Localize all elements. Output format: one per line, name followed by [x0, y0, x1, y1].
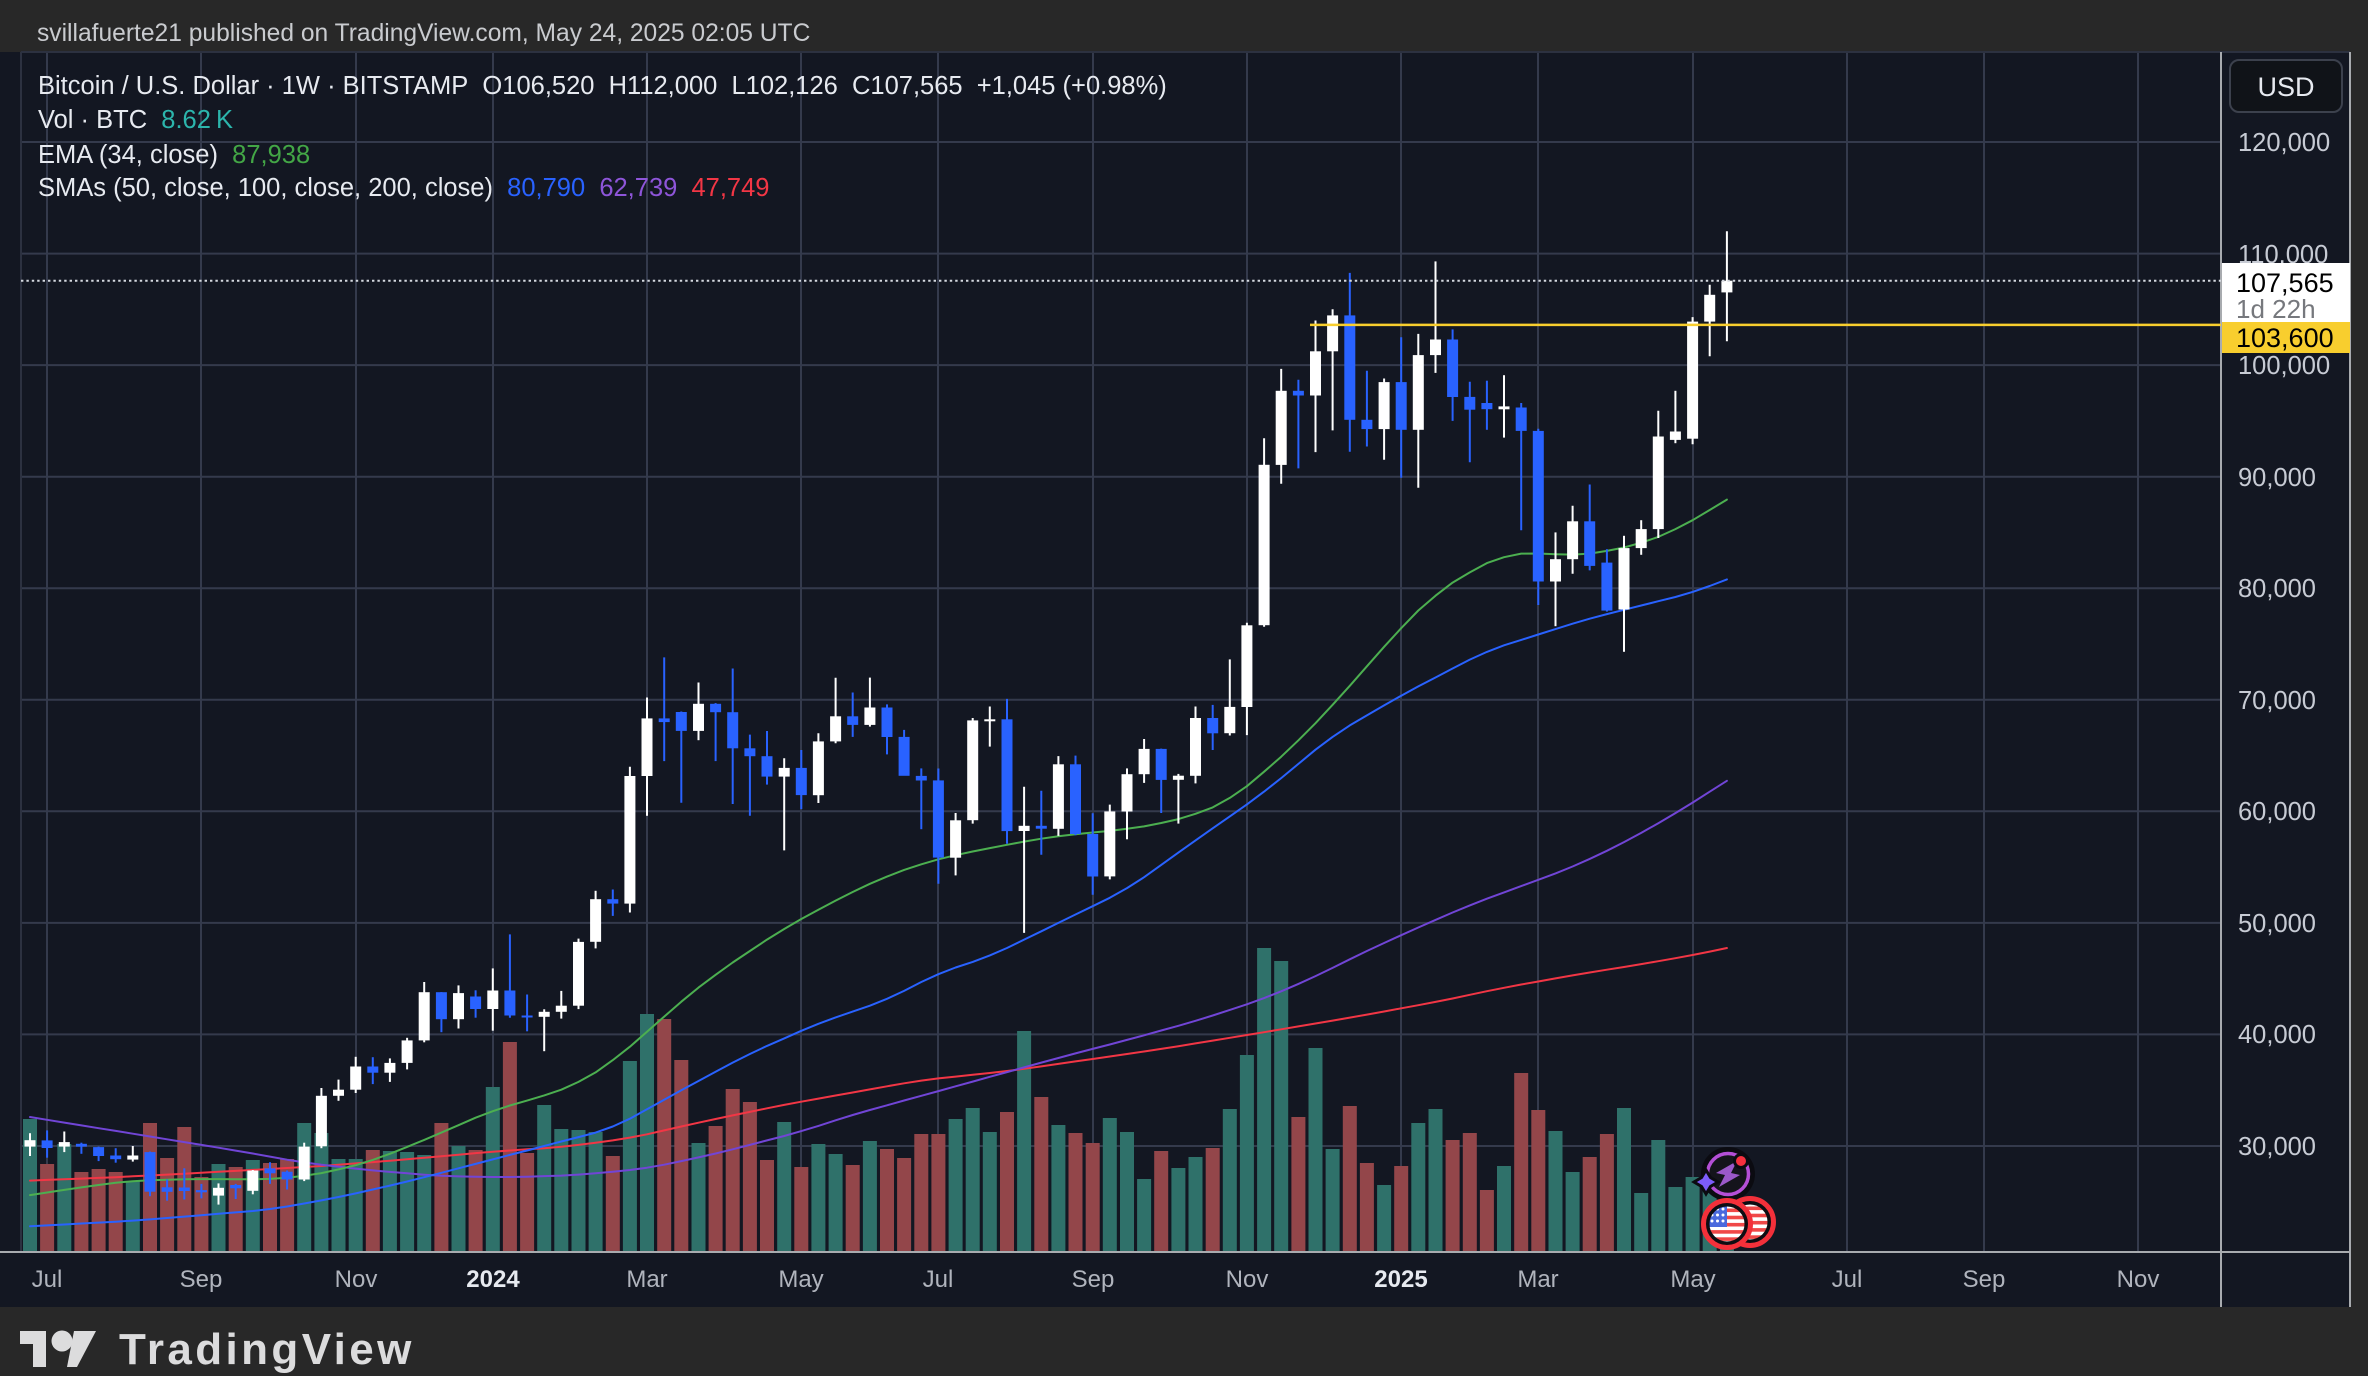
svg-text:May: May: [1670, 1266, 1715, 1293]
svg-text:60,000: 60,000: [2238, 798, 2316, 826]
svg-text:Vol · BTC 8.62 K: Vol · BTC 8.62 K: [38, 106, 233, 134]
svg-text:EMA (34, close) 87,938: EMA (34, close) 87,938: [38, 141, 310, 169]
svg-text:USD: USD: [2257, 72, 2314, 102]
svg-text:30,000: 30,000: [2238, 1133, 2316, 1161]
svg-text:1d 22h: 1d 22h: [2236, 294, 2316, 324]
svg-text:Mar: Mar: [626, 1266, 667, 1293]
svg-text:Sep: Sep: [1963, 1266, 2006, 1293]
svg-text:Nov: Nov: [335, 1266, 378, 1293]
svg-text:120,000: 120,000: [2238, 129, 2330, 157]
svg-text:107,565: 107,565: [2236, 268, 2334, 298]
svg-text:Bitcoin / U.S. Dollar · 1W · B: Bitcoin / U.S. Dollar · 1W · BITSTAMP O1…: [38, 72, 1167, 100]
svg-text:100,000: 100,000: [2238, 352, 2330, 380]
svg-text:TradingView: TradingView: [119, 1325, 415, 1374]
svg-text:2025: 2025: [1374, 1266, 1427, 1293]
svg-text:70,000: 70,000: [2238, 687, 2316, 715]
svg-text:Sep: Sep: [180, 1266, 223, 1293]
svg-text:SMAs (50, close, 100, close, 2: SMAs (50, close, 100, close, 200, close)…: [38, 174, 769, 202]
svg-text:Jul: Jul: [32, 1266, 63, 1293]
svg-text:Sep: Sep: [1072, 1266, 1115, 1293]
svg-text:May: May: [778, 1266, 823, 1293]
svg-text:103,600: 103,600: [2236, 323, 2334, 353]
svg-text:2024: 2024: [466, 1266, 520, 1293]
svg-text:Jul: Jul: [923, 1266, 954, 1293]
svg-text:Nov: Nov: [2117, 1266, 2160, 1293]
svg-text:Nov: Nov: [1226, 1266, 1269, 1293]
svg-text:40,000: 40,000: [2238, 1021, 2316, 1049]
svg-text:Mar: Mar: [1517, 1266, 1558, 1293]
svg-text:90,000: 90,000: [2238, 464, 2316, 492]
svg-text:Jul: Jul: [1832, 1266, 1863, 1293]
svg-text:50,000: 50,000: [2238, 910, 2316, 938]
svg-text:80,000: 80,000: [2238, 575, 2316, 603]
svg-text:svillafuerte21 published on Tr: svillafuerte21 published on TradingView.…: [37, 20, 810, 47]
